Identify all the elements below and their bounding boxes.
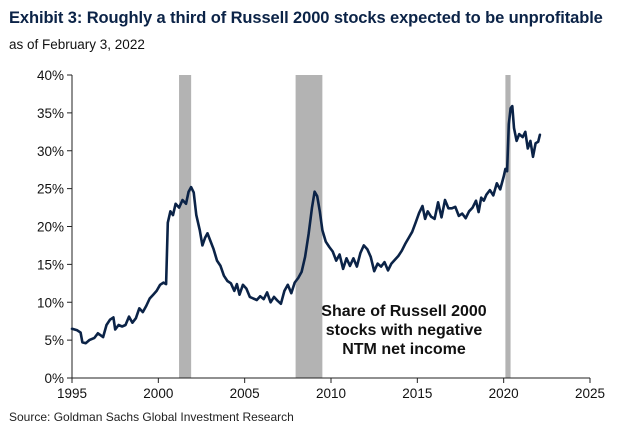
annotation-line: Share of Russell 2000	[321, 303, 487, 320]
x-tick-label: 2005	[230, 386, 260, 401]
x-tick-label: 1995	[57, 386, 87, 401]
y-tick-label: 30%	[37, 144, 64, 159]
x-tick-label: 2020	[489, 386, 519, 401]
x-tick-label: 2025	[575, 386, 605, 401]
y-tick-label: 25%	[37, 182, 64, 197]
chart-subtitle: as of February 3, 2022	[9, 37, 145, 52]
y-tick-label: 15%	[37, 257, 64, 272]
source-note: Source: Goldman Sachs Global Investment …	[9, 410, 294, 424]
series-line-1	[70, 104, 542, 345]
recession-band-1	[179, 75, 192, 378]
annotation: Share of Russell 2000 stocks with negativ…	[321, 303, 487, 358]
annotation-line: NTM net income	[342, 341, 466, 358]
y-tick-label: 10%	[37, 295, 64, 310]
y-tick-label: 40%	[37, 68, 64, 83]
y-tick-label: 5%	[44, 333, 64, 348]
chart-title: Exhibit 3: Roughly a third of Russell 20…	[9, 9, 603, 27]
annotation-line: stocks with negative	[326, 322, 483, 339]
series-layer	[70, 104, 542, 345]
y-tick-label: 35%	[37, 106, 64, 121]
axes: 0% 5% 10% 15% 20% 25% 30% 35% 40% 1995 2000 2005 201…	[37, 68, 605, 401]
y-tick-label: 0%	[44, 371, 64, 386]
recession-band-3	[505, 75, 511, 378]
x-tick-label: 2000	[143, 386, 173, 401]
y-tick-label: 20%	[37, 220, 64, 235]
x-tick-label: 2010	[316, 386, 346, 401]
x-tick-label: 2015	[402, 386, 432, 401]
